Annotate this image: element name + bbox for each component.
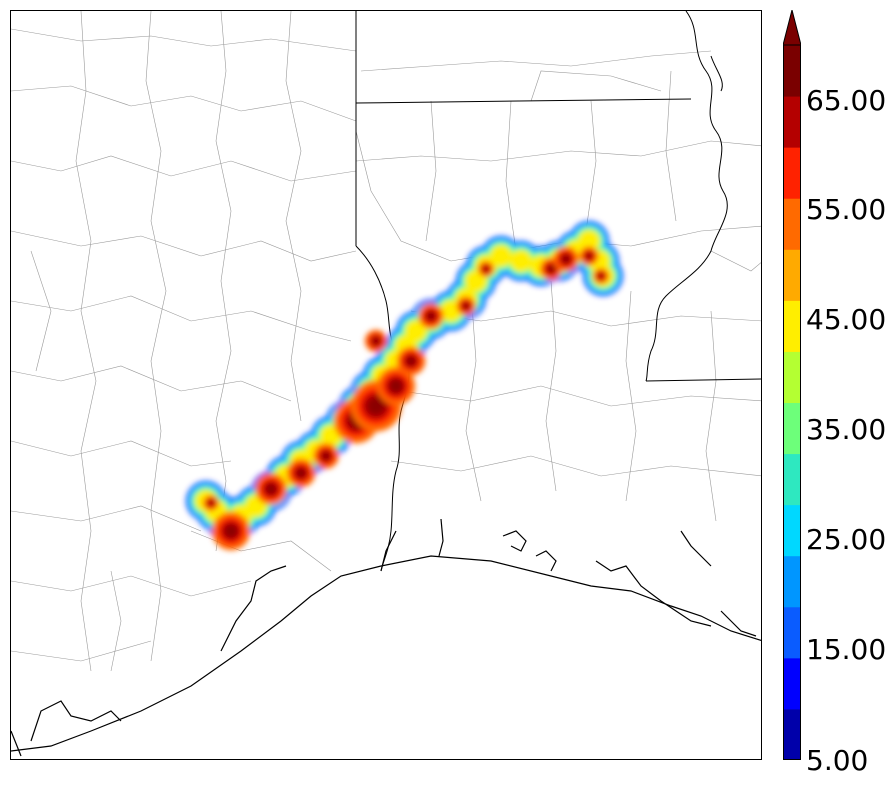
colorbar-segment: [783, 402, 801, 455]
rivers: [355, 11, 728, 572]
storm-core-cell: [372, 337, 380, 345]
colorbar: [783, 10, 801, 760]
storm-core-cell: [265, 483, 277, 495]
colorbar-segment: [783, 555, 801, 608]
storm-core-cell: [547, 265, 555, 273]
storm-core-cell: [367, 397, 385, 415]
colorbar-segment: [783, 453, 801, 506]
storm-core-cell: [224, 524, 238, 538]
colorbar-segment: [783, 198, 801, 250]
coastline: [11, 518, 761, 757]
storm-core-cell: [483, 266, 489, 272]
storm-band: [186, 221, 623, 551]
colorbar-segment: [783, 504, 801, 557]
colorbar-segment: [783, 300, 801, 352]
storm-core-cell: [598, 273, 604, 279]
colorbar-label-65: 65.00: [806, 84, 887, 117]
colorbar-segment: [783, 606, 801, 659]
colorbar-segment: [783, 657, 801, 710]
colorbar-label-45: 45.00: [806, 303, 887, 336]
storm-core-cell: [208, 500, 214, 506]
map-canvas: [11, 11, 761, 757]
storm-contour-blob: [510, 250, 532, 272]
storm-core-cell: [321, 451, 331, 461]
colorbar-extend-arrow: [783, 10, 801, 46]
storm-core-cell: [462, 302, 470, 310]
colorbar-label-55: 55.00: [806, 193, 887, 226]
map-panel: [10, 10, 762, 760]
county-boundaries: [11, 11, 761, 672]
colorbar-label-35: 35.00: [806, 413, 887, 446]
storm-contour-blob: [490, 245, 512, 267]
colorbar-segment: [783, 708, 801, 760]
storm-core-cell: [406, 356, 416, 366]
storm-core-cell: [426, 311, 436, 321]
storm-contour-blob: [405, 320, 427, 342]
storm-core-cell: [389, 379, 403, 393]
colorbar-segment: [783, 351, 801, 403]
colorbar-segment: [783, 45, 801, 97]
colorbar-segment: [783, 96, 801, 148]
storm-core-cell: [585, 252, 593, 260]
state-boundaries: [355, 11, 761, 382]
colorbar-label-5: 5.00: [806, 744, 869, 777]
colorbar-label-15: 15.00: [806, 633, 887, 666]
colorbar-label-25: 25.00: [806, 523, 887, 556]
storm-contour-blob: [578, 230, 600, 252]
colorbar-border: [783, 44, 801, 760]
storm-core-cell: [296, 468, 306, 478]
storm-core-cell: [561, 254, 571, 264]
colorbar-segment: [783, 249, 801, 301]
colorbar-segment: [783, 147, 801, 199]
